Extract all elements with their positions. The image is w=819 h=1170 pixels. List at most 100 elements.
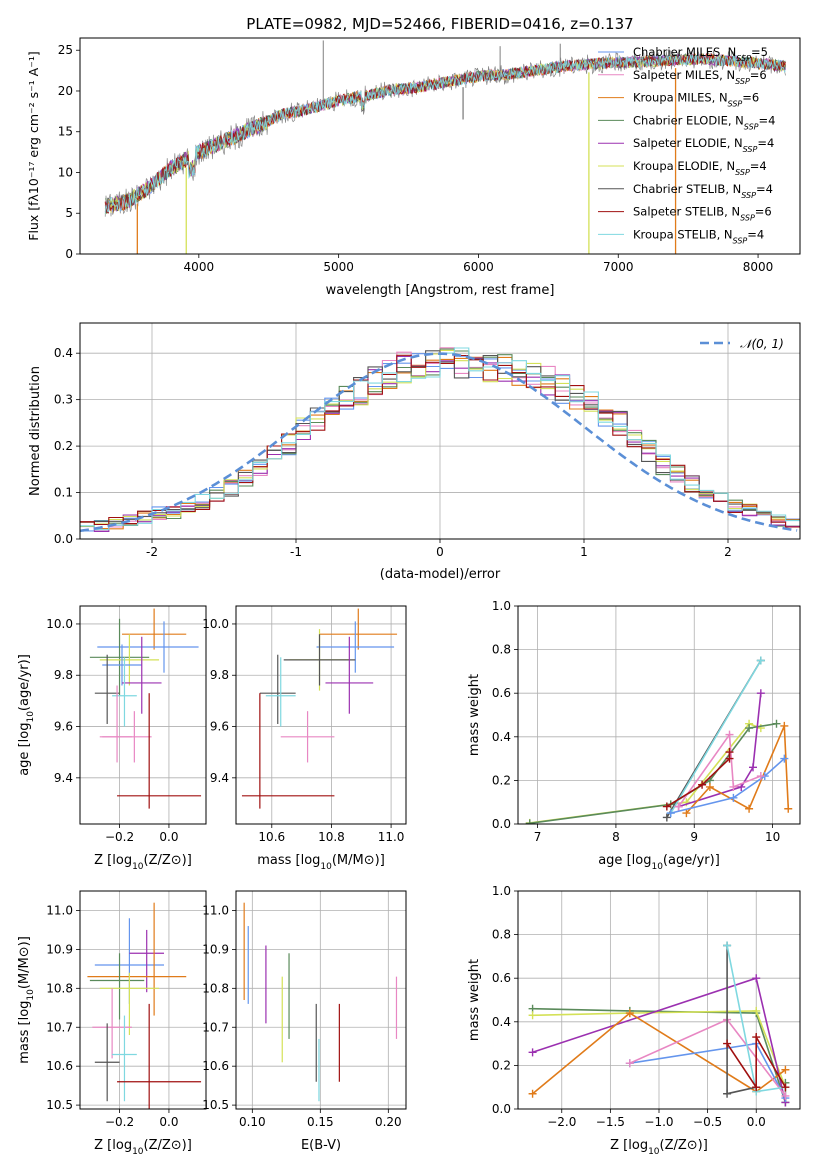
legend-label-sub: SSP	[728, 99, 743, 108]
x-tick-label: −2.0	[547, 1115, 576, 1129]
axes-frame	[79, 322, 801, 540]
y-axis-label: Flux [fλ10⁻¹⁷ erg cm⁻² s⁻¹ A⁻¹]	[26, 51, 41, 240]
weight-marker	[752, 1083, 761, 1092]
x-axis-label-tail: (age/yr)]	[663, 853, 720, 868]
tick-marks: -2 -1 0 1 2 0.0 0.1 0.2 0.3 0.4	[54, 346, 732, 559]
x-tick-label: 10.8	[318, 830, 345, 844]
axes-frame	[235, 605, 407, 825]
x-axis-label: age [log10(age/yr)]	[598, 853, 720, 872]
weight-line-chabrier-elodie	[529, 722, 777, 824]
x-axis-label: wavelength [Angstrom, rest frame]	[326, 283, 555, 298]
x-axis-label: mass [log10(M/M⊙)]	[257, 853, 385, 872]
y-tick-label: 0.6	[492, 971, 511, 985]
legend-label: Chabrier ELODIE, NSSP=4	[633, 113, 775, 130]
legend-label-tail: =6	[742, 91, 759, 105]
x-axis-label: E(B-V)	[301, 1138, 341, 1153]
y-axis-label: mass weight	[467, 959, 482, 1041]
weight-marker	[625, 1009, 634, 1018]
legend-label-main: Chabrier STELIB, N	[633, 182, 741, 196]
x-tick-label: −0.2	[105, 1115, 134, 1129]
weight-line-salpeter-stelib	[726, 1034, 787, 1090]
weight-marker	[756, 772, 765, 781]
weight-marker	[745, 804, 754, 813]
legend-label-sub: SSP	[735, 168, 750, 177]
legend-label-tail: =4	[750, 159, 767, 173]
age-vs-metallicity-panel: −0.2 0.09.49.69.810.0Z [log10(Z/Z⊙)]age […	[17, 605, 207, 872]
x-tick-label: 0.15	[307, 1115, 334, 1129]
weight-line-chabrier-miles	[670, 758, 785, 814]
x-axis-label: Z [log10(Z/Z⊙)]	[94, 853, 192, 872]
x-axis-label-main: mass [log	[257, 853, 320, 868]
y-tick-label: 0.0	[54, 532, 73, 546]
x-tick-label: 10	[765, 830, 780, 844]
x-tick-label: −0.2	[105, 830, 134, 844]
weight-marker	[662, 802, 671, 811]
y-tick-label: 0.8	[492, 928, 511, 942]
x-tick-label: 0.0	[159, 1115, 178, 1129]
weight-marker	[528, 1048, 537, 1057]
plot-area	[243, 902, 398, 1102]
x-axis-label-main: Z [log	[94, 853, 132, 868]
y-tick-label: 10.7	[46, 1020, 73, 1034]
y-tick-label: 25	[58, 43, 73, 57]
y-tick-label: 10.5	[46, 1098, 73, 1112]
x-tick-label: −1.5	[596, 1115, 625, 1129]
y-tick-label: 0.4	[492, 730, 511, 744]
y-axis-label: mass weight	[467, 674, 482, 756]
x-axis-label-sub: 10	[132, 1147, 144, 1157]
legend-label: Kroupa ELODIE, NSSP=4	[633, 159, 767, 177]
plot-area	[80, 347, 800, 533]
weight-marker	[756, 656, 765, 665]
legend-label-main: Chabrier ELODIE, N	[633, 113, 744, 127]
axes-frame	[79, 605, 207, 825]
legend-label-tail: =4	[759, 113, 776, 127]
x-axis-label-tail: (M/M⊙)]	[332, 853, 385, 868]
grid-lines	[518, 890, 800, 1110]
y-tick-label: 10.7	[202, 1020, 229, 1034]
y-tick-label: 0	[65, 247, 73, 261]
x-tick-label: 4000	[184, 260, 215, 274]
legend-label-sub: SSP	[743, 145, 758, 154]
x-tick-label: 1	[580, 545, 588, 559]
axes-frame	[235, 890, 407, 1110]
y-tick-label: 5	[65, 206, 73, 220]
y-tick-label: 10.9	[202, 942, 229, 956]
legend-label-sub: SSP	[744, 122, 759, 131]
plot-area	[528, 941, 790, 1107]
y-axis-label: age [log10(age/yr)]	[17, 654, 36, 776]
legend-label-sub: SSP	[733, 236, 748, 245]
x-axis-label-sub: 10	[651, 862, 663, 872]
legend-label-tail: =5	[751, 45, 768, 59]
legend-label: Salpeter MILES, NSSP=6	[633, 68, 767, 86]
y-tick-label: 0.2	[492, 773, 511, 787]
legend-label-main: Kroupa MILES, N	[633, 91, 728, 105]
y-axis-label-tail: (age/yr)]	[17, 654, 32, 711]
x-tick-label: 7000	[603, 260, 634, 274]
plot-area	[89, 608, 202, 809]
y-tick-label: 10.8	[202, 981, 229, 995]
y-tick-label: 1.0	[492, 599, 511, 613]
legend-label-tail: =4	[757, 136, 774, 150]
x-axis-label-tail: (Z/Z⊙)]	[660, 1138, 708, 1153]
x-axis-label-tail: (Z/Z⊙)]	[144, 853, 192, 868]
legend-label-tail: =4	[756, 182, 773, 196]
grid-lines	[236, 606, 406, 824]
y-tick-label: 1.0	[492, 884, 511, 898]
mass-vs-ebv-panel: 0.10 0.15 0.20 10.5 10.6 10.7 10.8 10.9 11.0 E(B-…	[202, 890, 407, 1153]
legend-label: Chabrier STELIB, NSSP=4	[633, 182, 773, 200]
y-axis-label-tail: (M/M⊙)]	[17, 936, 32, 989]
x-tick-label: −1.0	[644, 1115, 673, 1129]
x-axis-label-tail: (Z/Z⊙)]	[144, 1138, 192, 1153]
y-axis-label-main: mass [log	[17, 1001, 32, 1064]
legend-label-main: Salpeter ELODIE, N	[633, 136, 743, 150]
y-tick-label: 10.0	[202, 617, 229, 631]
axes-frame	[79, 890, 207, 1110]
y-tick-label: 10.8	[46, 981, 73, 995]
weight-marker	[784, 804, 793, 813]
plot-area	[525, 656, 793, 824]
tick-marks: 0.10 0.15 0.20 10.5 10.6 10.7 10.8 10.9 11.0	[202, 903, 401, 1129]
grid-lines	[80, 891, 206, 1109]
tick-marks: 7 8 9 10 0.0 0.2 0.4 0.6 0.8 1.0	[492, 599, 780, 844]
